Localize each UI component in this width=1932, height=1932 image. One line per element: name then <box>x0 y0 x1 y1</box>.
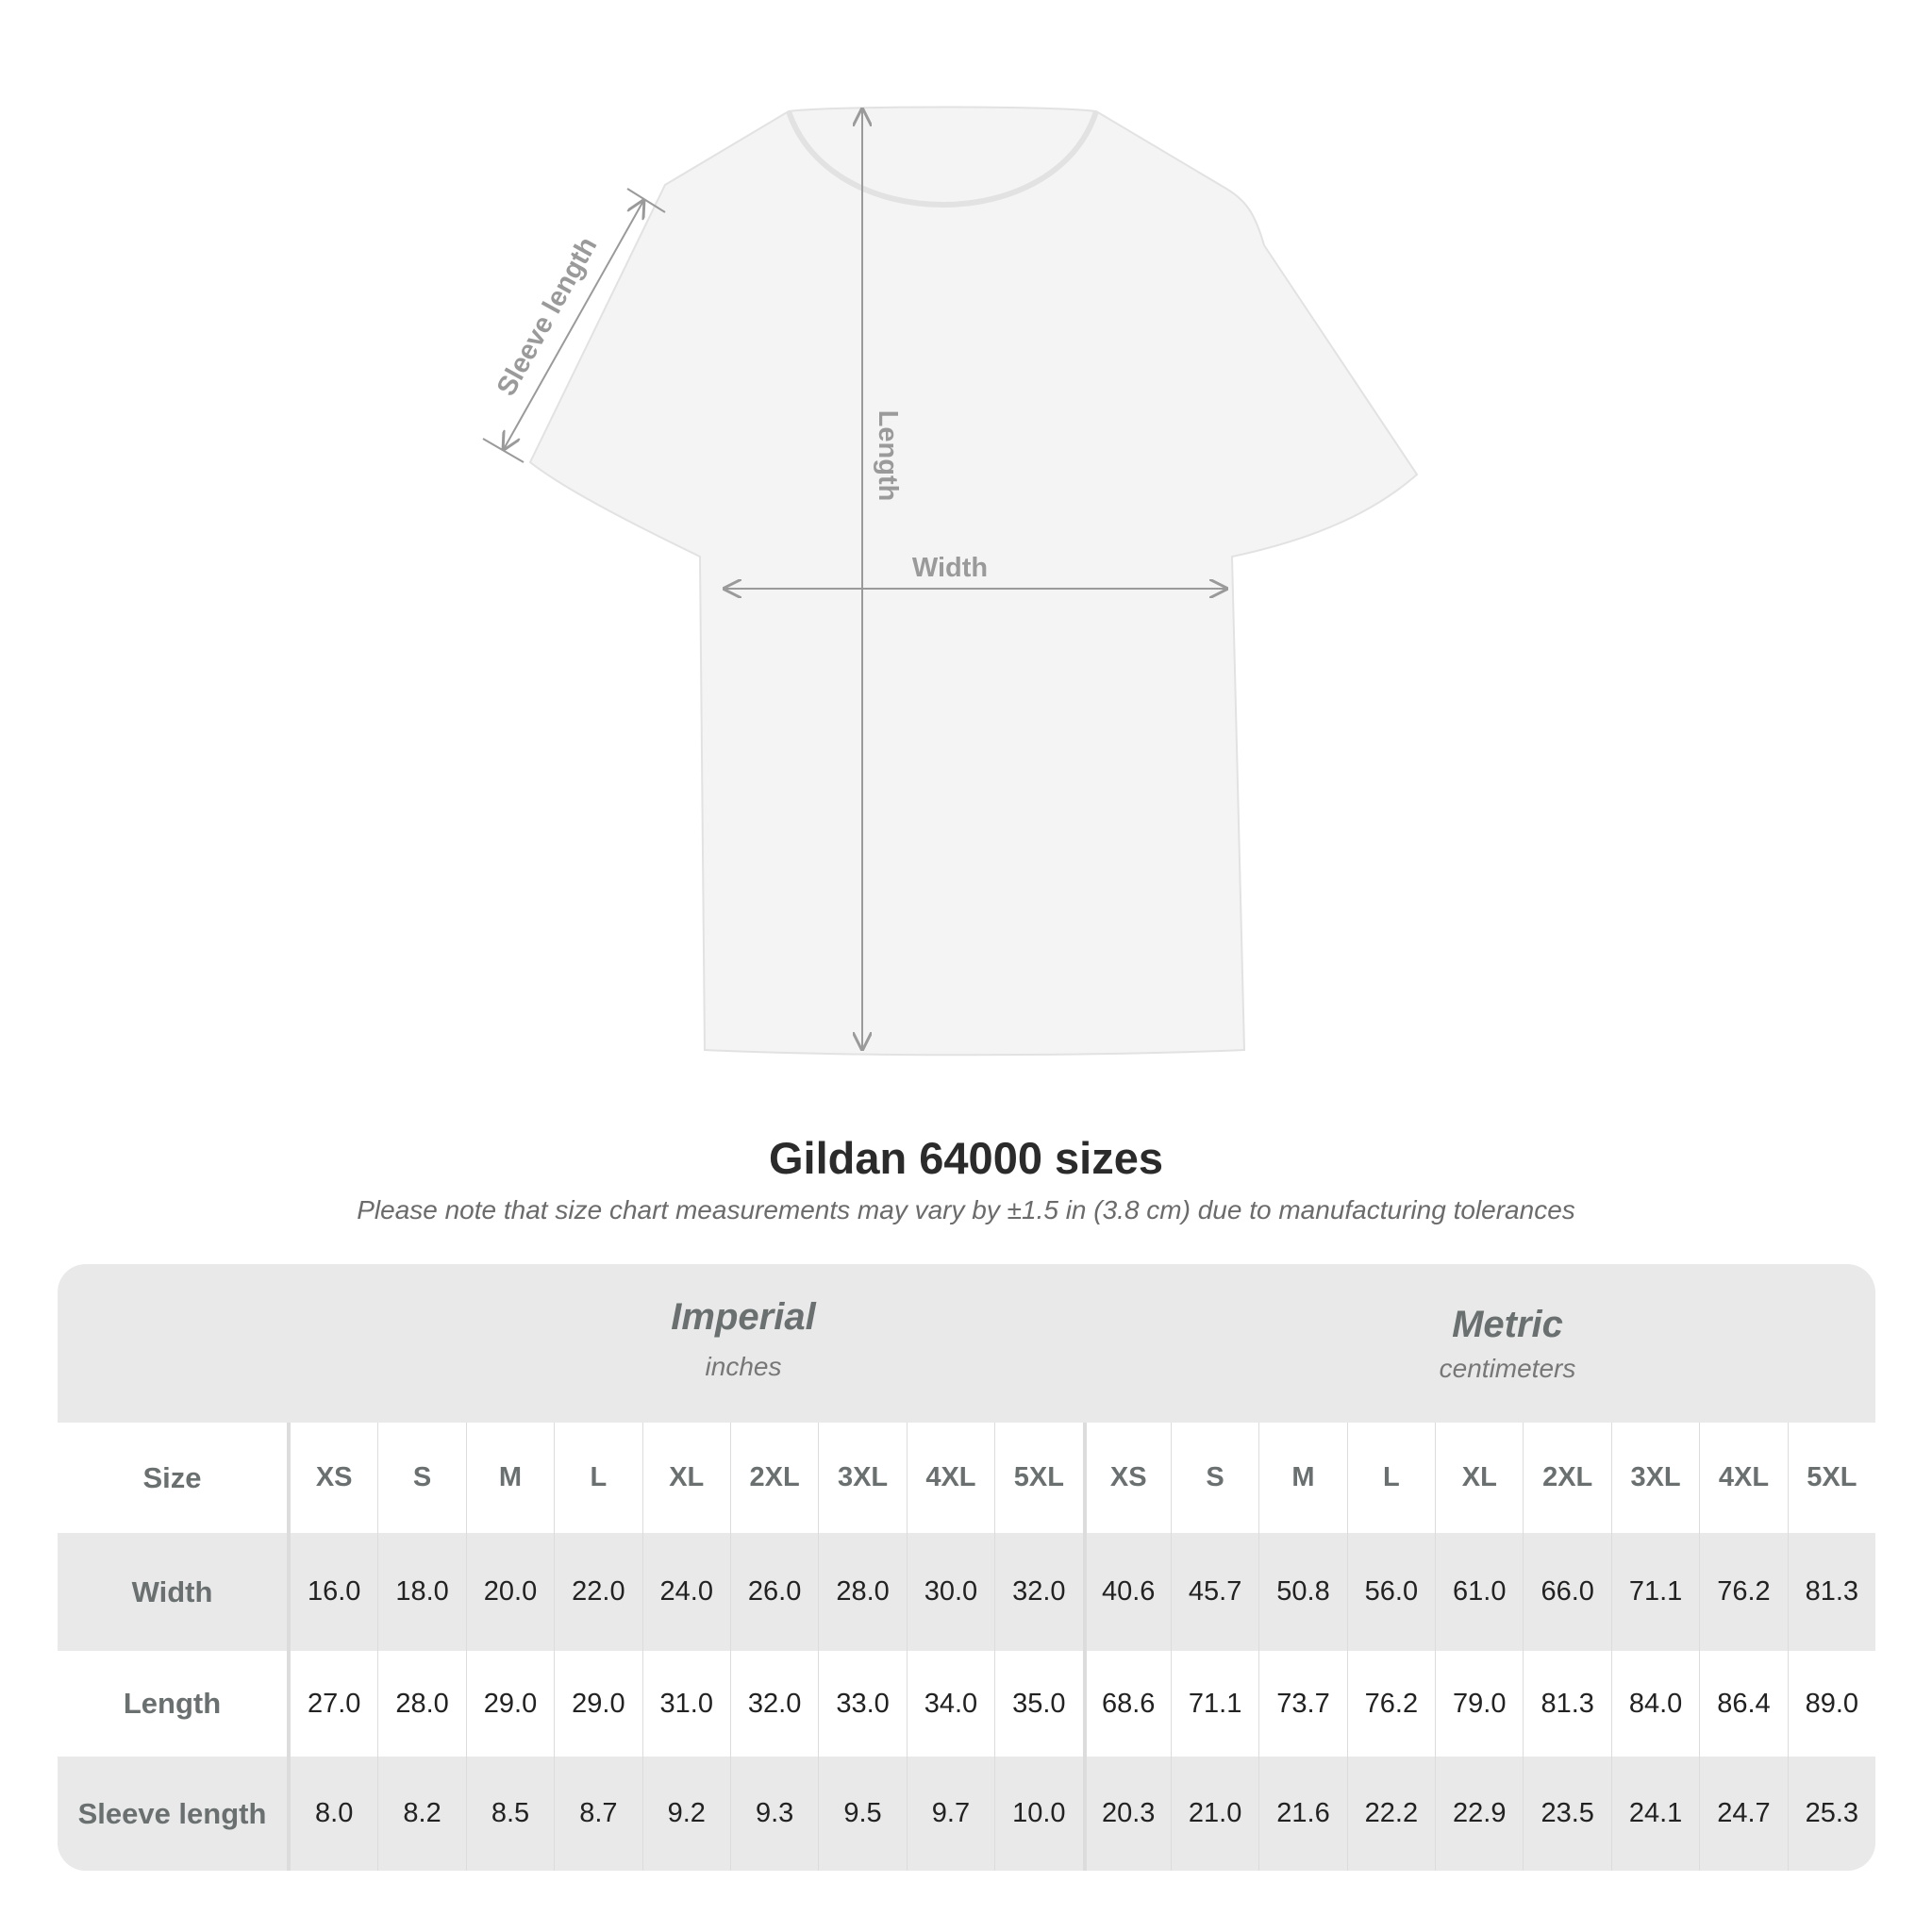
value-cell: 33.0 <box>818 1651 906 1757</box>
tshirt-collar <box>786 110 1099 208</box>
value-cell: 27.0 <box>290 1651 377 1757</box>
size-header-cell: S <box>377 1423 465 1533</box>
value-cell: 21.6 <box>1258 1757 1346 1871</box>
value-cell: 56.0 <box>1346 1533 1435 1651</box>
value-cell: 18.0 <box>377 1533 465 1651</box>
size-header-cell: XL <box>641 1423 730 1533</box>
size-header-cell: 4XL <box>1699 1423 1787 1533</box>
imperial-header: Imperial inches <box>347 1296 1140 1382</box>
value-cell: 24.1 <box>1610 1757 1699 1871</box>
value-cell: 24.7 <box>1699 1757 1787 1871</box>
value-cell: 26.0 <box>729 1533 818 1651</box>
value-cell: 79.0 <box>1435 1651 1523 1757</box>
value-cell: 35.0 <box>994 1651 1082 1757</box>
row-label: Sleeve length <box>58 1757 290 1871</box>
value-cell: 89.0 <box>1787 1651 1875 1757</box>
tolerance-note: Please note that size chart measurements… <box>357 1195 1575 1224</box>
tshirt-diagram: Length Width Sleeve length <box>482 106 1419 1057</box>
size-header-cell: 4XL <box>906 1423 994 1533</box>
value-cell: 81.3 <box>1523 1651 1610 1757</box>
value-cell: 24.0 <box>641 1533 730 1651</box>
size-header-cell: L <box>554 1423 641 1533</box>
value-cell: 31.0 <box>641 1651 730 1757</box>
value-cell: 84.0 <box>1610 1651 1699 1757</box>
metric-title: Metric <box>1452 1304 1563 1345</box>
size-header-cell: 3XL <box>818 1423 906 1533</box>
value-cell: 8.7 <box>554 1757 641 1871</box>
size-header-cell: 5XL <box>1787 1423 1875 1533</box>
row-label: Width <box>58 1533 290 1651</box>
size-header-cell: 5XL <box>994 1423 1082 1533</box>
row-label: Length <box>58 1651 290 1757</box>
value-cell: 9.3 <box>729 1757 818 1871</box>
value-cell: 20.3 <box>1082 1757 1171 1871</box>
value-cell: 22.9 <box>1435 1757 1523 1871</box>
sleeve-length-row: Sleeve length 8.0 8.2 8.5 8.7 9.2 9.3 9.5 9.7 10.… <box>58 1757 1875 1871</box>
value-cell: 9.2 <box>641 1757 730 1871</box>
value-cell: 81.3 <box>1787 1533 1875 1651</box>
size-header-cell: XL <box>1435 1423 1523 1533</box>
size-header-cell: 3XL <box>1610 1423 1699 1533</box>
value-cell: 16.0 <box>290 1533 377 1651</box>
size-header-cell: L <box>1346 1423 1435 1533</box>
size-header-cell: XS <box>1082 1423 1171 1533</box>
size-header-cell: 2XL <box>729 1423 818 1533</box>
value-cell: 25.3 <box>1787 1757 1875 1871</box>
value-cell: 29.0 <box>554 1651 641 1757</box>
value-cell: 40.6 <box>1082 1533 1171 1651</box>
value-cell: 20.0 <box>465 1533 554 1651</box>
size-header-cell: XS <box>290 1423 377 1533</box>
value-cell: 68.6 <box>1082 1651 1171 1757</box>
value-cell: 22.2 <box>1346 1757 1435 1871</box>
value-cell: 71.1 <box>1610 1533 1699 1651</box>
width-label: Width <box>912 553 988 583</box>
value-cell: 76.2 <box>1699 1533 1787 1651</box>
sleeve-arrow <box>504 201 643 449</box>
value-cell: 8.0 <box>290 1757 377 1871</box>
value-cell: 73.7 <box>1258 1651 1346 1757</box>
value-cell: 9.7 <box>906 1757 994 1871</box>
value-cell: 76.2 <box>1346 1651 1435 1757</box>
length-row: Length 27.0 28.0 29.0 29.0 31.0 32.0 33.0 34.0 35… <box>58 1651 1875 1757</box>
value-cell: 23.5 <box>1523 1757 1610 1871</box>
row-label: Size <box>58 1423 290 1533</box>
value-cell: 9.5 <box>818 1757 906 1871</box>
value-cell: 28.0 <box>818 1533 906 1651</box>
value-cell: 71.1 <box>1170 1651 1258 1757</box>
value-cell: 8.2 <box>377 1757 465 1871</box>
size-header-cell: S <box>1170 1423 1258 1533</box>
value-cell: 29.0 <box>465 1651 554 1757</box>
value-cell: 32.0 <box>729 1651 818 1757</box>
value-cell: 21.0 <box>1170 1757 1258 1871</box>
value-cell: 8.5 <box>465 1757 554 1871</box>
value-cell: 50.8 <box>1258 1533 1346 1651</box>
size-header-cell: M <box>465 1423 554 1533</box>
value-cell: 22.0 <box>554 1533 641 1651</box>
value-cell: 32.0 <box>994 1533 1082 1651</box>
page-title: Gildan 64000 sizes <box>768 1133 1164 1183</box>
imperial-title: Imperial <box>671 1296 816 1338</box>
size-header-cell: M <box>1258 1423 1346 1533</box>
value-cell: 28.0 <box>377 1651 465 1757</box>
size-header-cell: 2XL <box>1523 1423 1610 1533</box>
metric-unit: centimeters <box>1439 1354 1576 1383</box>
value-cell: 61.0 <box>1435 1533 1523 1651</box>
size-row: Size XS S M L XL 2XL 3XL 4XL 5XL XS S M L XL 2XL 3XL 4XL… <box>58 1423 1875 1533</box>
value-cell: 86.4 <box>1699 1651 1787 1757</box>
width-row: Width 16.0 18.0 20.0 22.0 24.0 26.0 28.0 30.0 32.… <box>58 1533 1875 1651</box>
value-cell: 30.0 <box>906 1533 994 1651</box>
value-cell: 10.0 <box>994 1757 1082 1871</box>
metric-header: Metric centimeters <box>1140 1304 1875 1384</box>
imperial-unit: inches <box>705 1352 782 1381</box>
value-cell: 66.0 <box>1523 1533 1610 1651</box>
value-cell: 45.7 <box>1170 1533 1258 1651</box>
length-label: Length <box>873 410 903 502</box>
size-table: Imperial inches Metric centimeters Size … <box>58 1264 1875 1871</box>
value-cell: 34.0 <box>906 1651 994 1757</box>
